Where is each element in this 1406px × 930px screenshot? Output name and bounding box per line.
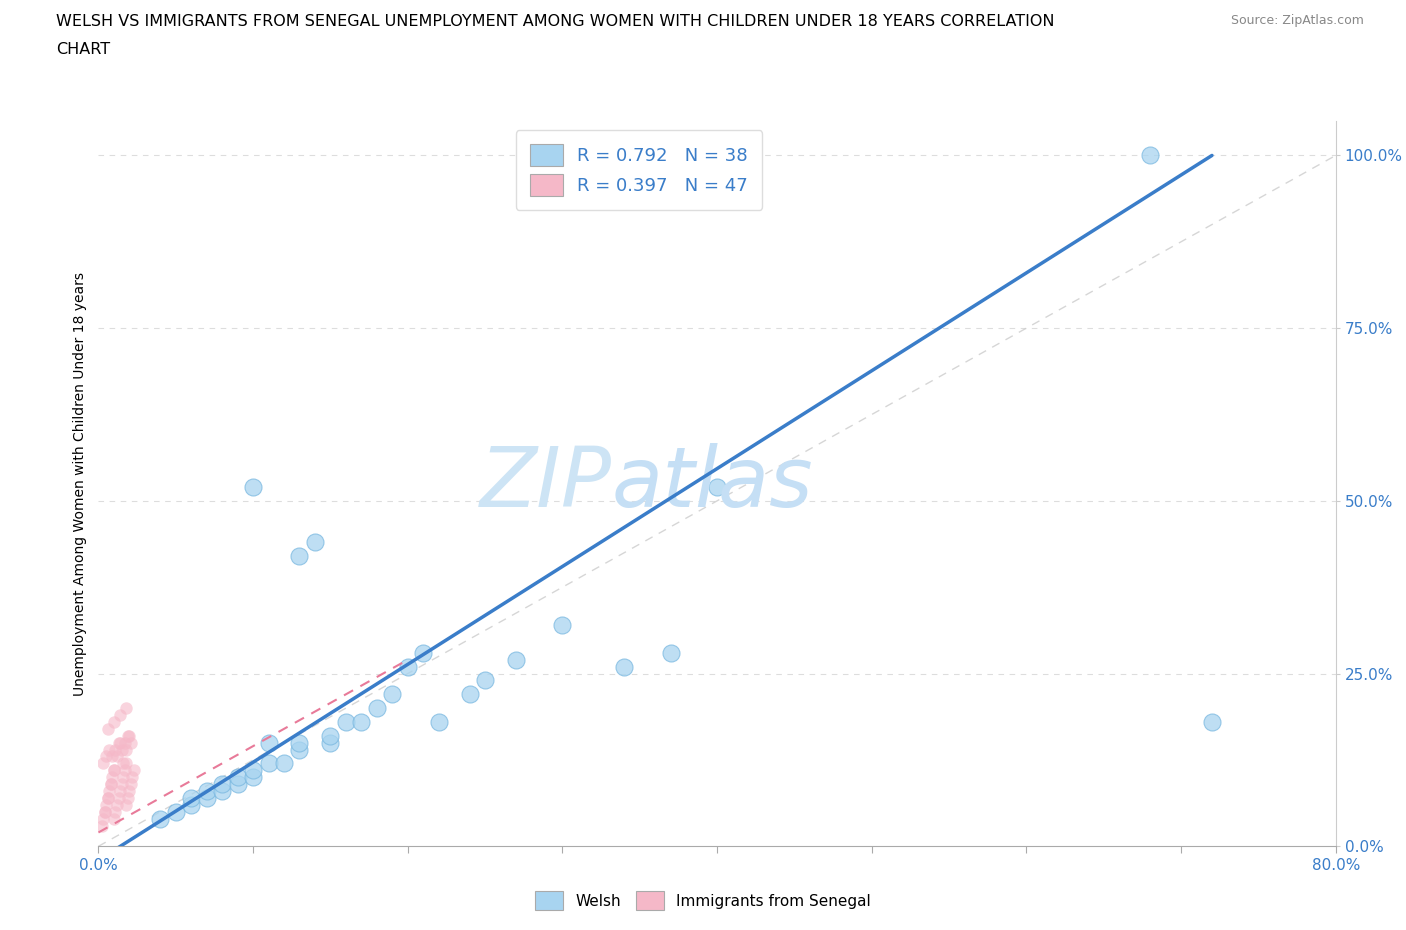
Point <box>242 770 264 785</box>
Point <box>91 811 114 826</box>
Point <box>121 770 143 785</box>
Point <box>118 728 141 743</box>
Point <box>115 756 138 771</box>
Point <box>350 714 373 729</box>
Y-axis label: Unemployment Among Women with Children Under 18 years: Unemployment Among Women with Children U… <box>73 272 87 696</box>
Point <box>105 749 128 764</box>
Point <box>396 659 419 674</box>
Point <box>211 777 233 791</box>
Point <box>112 770 135 785</box>
Point <box>195 784 218 799</box>
Point <box>101 770 124 785</box>
Point <box>114 736 136 751</box>
Point <box>98 742 121 757</box>
Point <box>273 756 295 771</box>
Point <box>335 714 357 729</box>
Point <box>706 480 728 495</box>
Point <box>115 700 138 715</box>
Point <box>551 618 574 632</box>
Point <box>117 790 139 805</box>
Point <box>108 784 131 799</box>
Point <box>288 736 311 751</box>
Point <box>304 535 326 550</box>
Point <box>1201 714 1223 729</box>
Point <box>107 790 129 805</box>
Point <box>412 645 434 660</box>
Point <box>120 777 142 791</box>
Point <box>242 763 264 777</box>
Point <box>474 673 496 688</box>
Text: ZIP: ZIP <box>479 443 612 525</box>
Point <box>366 700 388 715</box>
Point <box>98 784 121 799</box>
Text: atlas: atlas <box>612 443 814 525</box>
Point <box>90 818 112 833</box>
Point <box>288 742 311 757</box>
Text: WELSH VS IMMIGRANTS FROM SENEGAL UNEMPLOYMENT AMONG WOMEN WITH CHILDREN UNDER 18: WELSH VS IMMIGRANTS FROM SENEGAL UNEMPLO… <box>56 14 1054 29</box>
Point <box>195 790 218 805</box>
Point <box>613 659 636 674</box>
Point <box>257 736 280 751</box>
Point <box>97 790 120 805</box>
Point <box>104 804 127 819</box>
Point <box>108 708 131 723</box>
Point <box>96 797 118 812</box>
Point <box>505 652 527 667</box>
Point <box>288 549 311 564</box>
Point <box>100 777 122 791</box>
Point <box>319 736 342 751</box>
Point <box>111 742 132 757</box>
Point <box>96 749 118 764</box>
Point <box>107 736 129 751</box>
Point <box>180 797 202 812</box>
Point <box>427 714 450 729</box>
Legend: R = 0.792   N = 38, R = 0.397   N = 47: R = 0.792 N = 38, R = 0.397 N = 47 <box>516 130 762 210</box>
Point <box>458 687 481 702</box>
Point <box>103 763 125 777</box>
Point <box>104 742 127 757</box>
Legend: Welsh, Immigrants from Senegal: Welsh, Immigrants from Senegal <box>527 884 879 918</box>
Point <box>257 756 280 771</box>
Point <box>103 714 125 729</box>
Point <box>105 797 128 812</box>
Text: CHART: CHART <box>56 42 110 57</box>
Point <box>117 728 139 743</box>
Point <box>115 742 138 757</box>
Point <box>103 811 125 826</box>
Point <box>97 790 120 805</box>
Point <box>93 804 115 819</box>
Point <box>91 756 114 771</box>
Point <box>226 770 249 785</box>
Point <box>93 804 115 819</box>
Point <box>180 790 202 805</box>
Point <box>100 777 122 791</box>
Point <box>122 763 145 777</box>
Point <box>97 722 120 737</box>
Point <box>1139 148 1161 163</box>
Point <box>115 797 138 812</box>
Point <box>120 736 142 751</box>
Point <box>114 763 136 777</box>
Point <box>101 749 124 764</box>
Point <box>149 811 172 826</box>
Text: Source: ZipAtlas.com: Source: ZipAtlas.com <box>1230 14 1364 27</box>
Point <box>118 784 141 799</box>
Point <box>108 736 131 751</box>
Point <box>112 756 135 771</box>
Point <box>211 784 233 799</box>
Point <box>103 763 125 777</box>
Point <box>111 777 132 791</box>
Point <box>226 777 249 791</box>
Point <box>319 728 342 743</box>
Point <box>659 645 682 660</box>
Point <box>381 687 404 702</box>
Point <box>242 480 264 495</box>
Point <box>165 804 187 819</box>
